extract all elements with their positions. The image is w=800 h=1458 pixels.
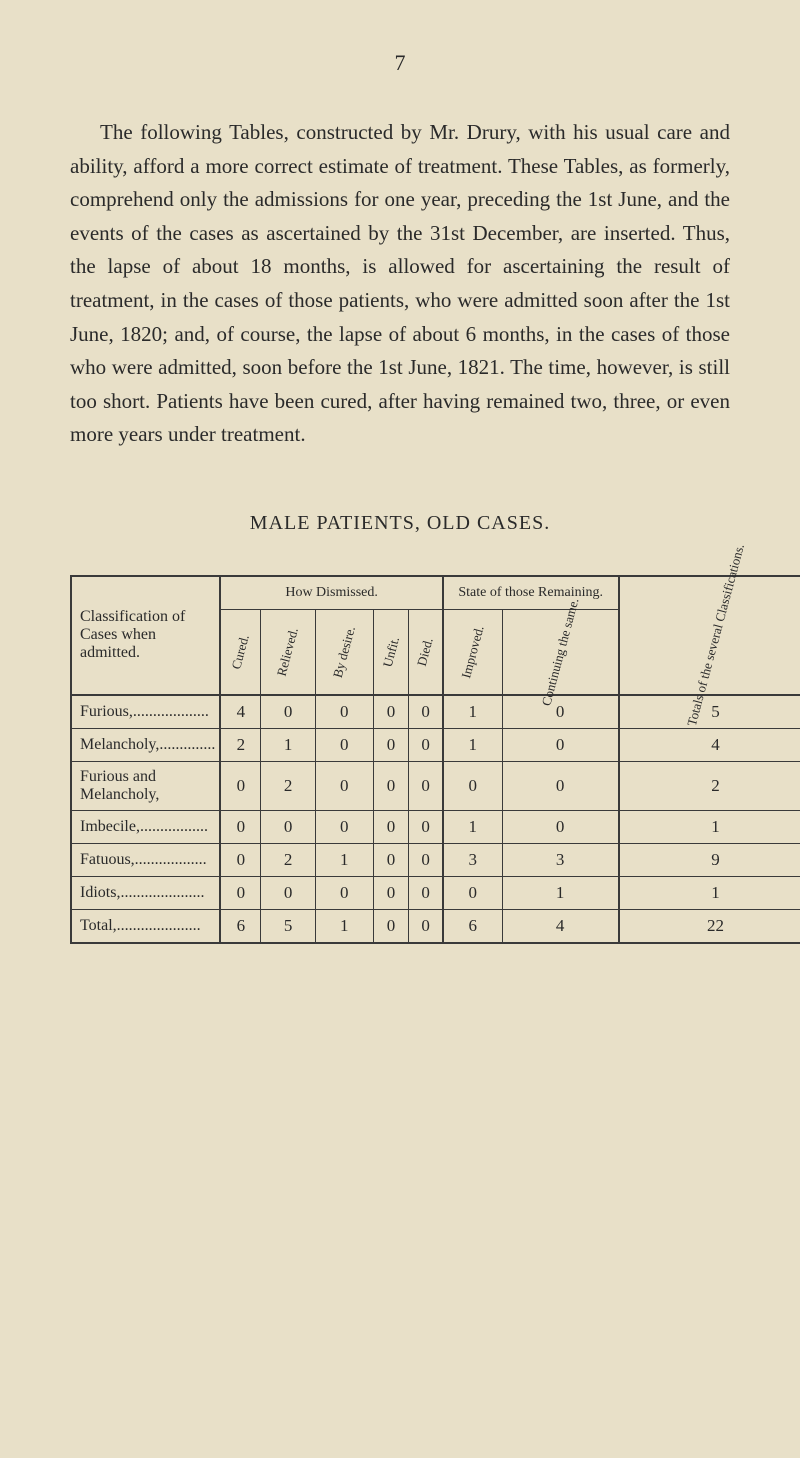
table-cell: 0: [443, 761, 502, 810]
col-header-1: Relieved.: [261, 609, 315, 695]
table-cell: 1: [619, 876, 800, 909]
table-cell: 0: [373, 876, 409, 909]
col-header-4: Died.: [409, 609, 443, 695]
table-cell: 0: [502, 810, 618, 843]
body-paragraph: The following Tables, constructed by Mr.…: [70, 116, 730, 452]
table-cell: 2: [619, 761, 800, 810]
table-cell: 0: [373, 761, 409, 810]
col-header-5: Improved.: [443, 609, 502, 695]
table-cell: 0: [315, 728, 373, 761]
table-cell: 0: [261, 810, 315, 843]
table-cell: 1: [502, 876, 618, 909]
table-cell: 3: [443, 843, 502, 876]
table-cell: 3: [502, 843, 618, 876]
table-cell: 0: [409, 728, 443, 761]
group-header-totals: Totals of the several Classifications.: [619, 576, 800, 695]
table-cell: 0: [220, 810, 261, 843]
table-cell: 1: [443, 810, 502, 843]
patients-table: Classification of Cases when admitted. H…: [70, 575, 800, 944]
row-label: Furious,...................: [71, 695, 220, 729]
table-cell: 0: [409, 761, 443, 810]
table-cell: 0: [409, 843, 443, 876]
table-cell: 1: [261, 728, 315, 761]
table-cell: 0: [261, 876, 315, 909]
group-header-remaining: State of those Remaining.: [443, 576, 619, 610]
table-cell: 0: [502, 695, 618, 729]
table-cell: 5: [619, 695, 800, 729]
table-cell: 0: [373, 810, 409, 843]
table-cell: 0: [409, 909, 443, 943]
col-header-0: Cured.: [220, 609, 261, 695]
table-cell: 0: [315, 761, 373, 810]
table-row: Fatuous,..................02100339: [71, 843, 800, 876]
table-cell: 0: [261, 695, 315, 729]
table-cell: 1: [315, 843, 373, 876]
table-cell: 2: [220, 728, 261, 761]
table-cell: 0: [315, 695, 373, 729]
row-label: Total,.....................: [71, 909, 220, 943]
row-label: Furious and Melancholy,: [71, 761, 220, 810]
table-row: Melancholy,..............21000104: [71, 728, 800, 761]
table-cell: 0: [502, 761, 618, 810]
row-label: Fatuous,..................: [71, 843, 220, 876]
table-title: MALE PATIENTS, OLD CASES.: [70, 512, 730, 535]
table-cell: 4: [619, 728, 800, 761]
table-cell: 0: [409, 876, 443, 909]
table-row: Idiots,.....................00000011: [71, 876, 800, 909]
row-label: Melancholy,..............: [71, 728, 220, 761]
table-cell: 1: [315, 909, 373, 943]
table-cell: 6: [443, 909, 502, 943]
table-cell: 0: [409, 810, 443, 843]
table-cell: 0: [409, 695, 443, 729]
table-cell: 2: [261, 843, 315, 876]
table-cell: 0: [373, 695, 409, 729]
table-cell: 22: [619, 909, 800, 943]
col-header-6: Continuing the same.: [502, 609, 618, 695]
table-row: Furious and Melancholy,02000002: [71, 761, 800, 810]
table-cell: 0: [502, 728, 618, 761]
table-cell: 0: [373, 843, 409, 876]
table-cell: 0: [443, 876, 502, 909]
row-label: Idiots,.....................: [71, 876, 220, 909]
table-cell: 0: [220, 843, 261, 876]
table-cell: 1: [619, 810, 800, 843]
table-row: Imbecile,.................00000101: [71, 810, 800, 843]
table-cell: 0: [220, 876, 261, 909]
table-cell: 0: [315, 876, 373, 909]
table-row: Total,.....................651006422: [71, 909, 800, 943]
col-header-2: By desire.: [315, 609, 373, 695]
table-cell: 0: [373, 728, 409, 761]
group-header-dismissed: How Dismissed.: [220, 576, 442, 610]
page-number: 7: [70, 50, 730, 76]
table-cell: 0: [315, 810, 373, 843]
row-header-label: Classification of Cases when admitted.: [71, 576, 220, 695]
row-label: Imbecile,.................: [71, 810, 220, 843]
table-cell: 0: [220, 761, 261, 810]
table-cell: 1: [443, 695, 502, 729]
col-header-3: Unfit.: [373, 609, 409, 695]
table-cell: 9: [619, 843, 800, 876]
table-cell: 1: [443, 728, 502, 761]
table-cell: 6: [220, 909, 261, 943]
table-cell: 2: [261, 761, 315, 810]
table-cell: 4: [502, 909, 618, 943]
table-cell: 5: [261, 909, 315, 943]
table-cell: 0: [373, 909, 409, 943]
table-cell: 4: [220, 695, 261, 729]
